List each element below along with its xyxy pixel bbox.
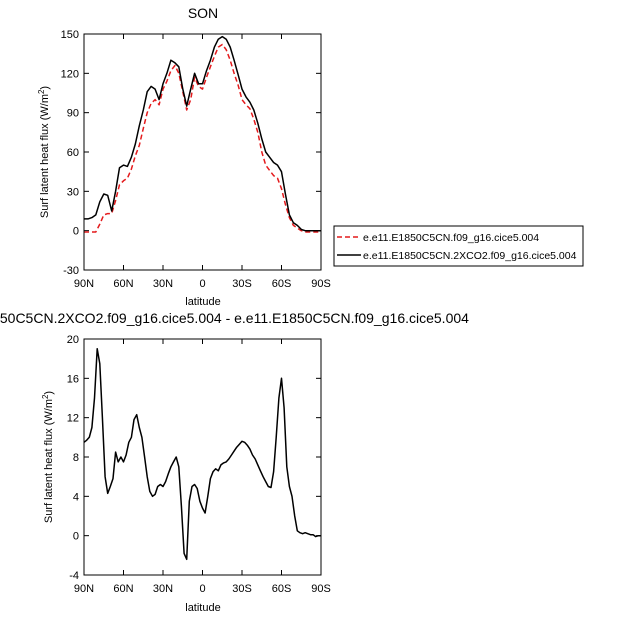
bottom-x-tick-label: 60S [272, 583, 292, 595]
bottom-y-tick-label: 8 [73, 452, 79, 464]
bottom-y-tick-label: 12 [67, 413, 79, 425]
top-plot-elements: 90N 60N 30N 0 30S 60S 90S -30 0 30 60 90 120 150 [61, 29, 331, 290]
top-x-tick-label: 60N [113, 278, 133, 290]
top-y-tick-label: 0 [73, 226, 79, 238]
legend-box [333, 225, 584, 267]
bottom-y-axis-label: Surf latent heat flux (W/m2) [41, 391, 55, 523]
top-y-axis-label: Surf latent heat flux (W/m2) [37, 86, 51, 218]
bottom-x-tick-label: 30N [153, 583, 173, 595]
top-y-tick-label: 60 [67, 147, 79, 159]
top-x-tick-label: 90N [74, 278, 94, 290]
bottom-x-tick-label: 30S [232, 583, 252, 595]
top-series-line-1 [84, 35, 321, 232]
top-x-tick-label: 30S [232, 278, 252, 290]
bottom-y-tick-label: 20 [67, 334, 79, 346]
top-x-tick-label: 30N [153, 278, 173, 290]
bottom-chart-title: e.e11.E1850C5CN.2XCO2.f09_g16.cice5.004 … [0, 310, 469, 326]
top-y-tick-label: -30 [63, 265, 79, 277]
top-chart-title: SON [188, 5, 218, 21]
bottom-y-tick-label: -4 [69, 570, 79, 582]
top-x-tick-label: 60S [272, 278, 292, 290]
top-y-tick-label: 90 [67, 108, 79, 120]
top-panel: SON 90N 60N 30N 0 30S 60S 90S-300306090120150 … [37, 5, 584, 308]
bottom-x-tick-label: 90S [311, 583, 331, 595]
top-y-tick-label: 150 [61, 29, 79, 41]
top-x-tick-label: 90S [311, 278, 331, 290]
bottom-y-tick-label: 0 [73, 531, 79, 543]
bottom-x-axis-label: latitude [185, 602, 220, 614]
bottom-y-tick-label: 16 [67, 373, 79, 385]
top-x-tick-label: 0 [199, 278, 205, 290]
top-plot-frame [83, 33, 322, 271]
bottom-x-tick-label: 60N [113, 583, 133, 595]
legend-label-2xco2: e.e11.E1850C5CN.2XCO2.f09_g16.cice5.004 [363, 250, 577, 262]
legend-label-control: e.e11.E1850C5CN.f09_g16.cice5.004 [363, 232, 539, 244]
bottom-plot-elements: 90N 60N 30N 0 30S 60S 90S -4 0 4 8 12 16 20 [67, 334, 331, 595]
bottom-panel: e.e11.E1850C5CN.2XCO2.f09_g16.cice5.004 … [0, 310, 469, 614]
bottom-x-tick-label: 90N [74, 583, 94, 595]
top-y-tick-label: 30 [67, 186, 79, 198]
legend: e.e11.E1850C5CN.f09_g16.cice5.004 e.e11.… [333, 225, 584, 267]
bottom-plot-frame [83, 338, 322, 576]
bottom-y-tick-label: 4 [73, 491, 79, 503]
top-x-axis-label: latitude [185, 296, 220, 308]
bottom-x-tick-label: 0 [199, 583, 205, 595]
top-series-line-0 [84, 43, 321, 233]
bottom-series-line-0 [83, 348, 321, 561]
top-y-tick-label: 120 [61, 68, 79, 80]
